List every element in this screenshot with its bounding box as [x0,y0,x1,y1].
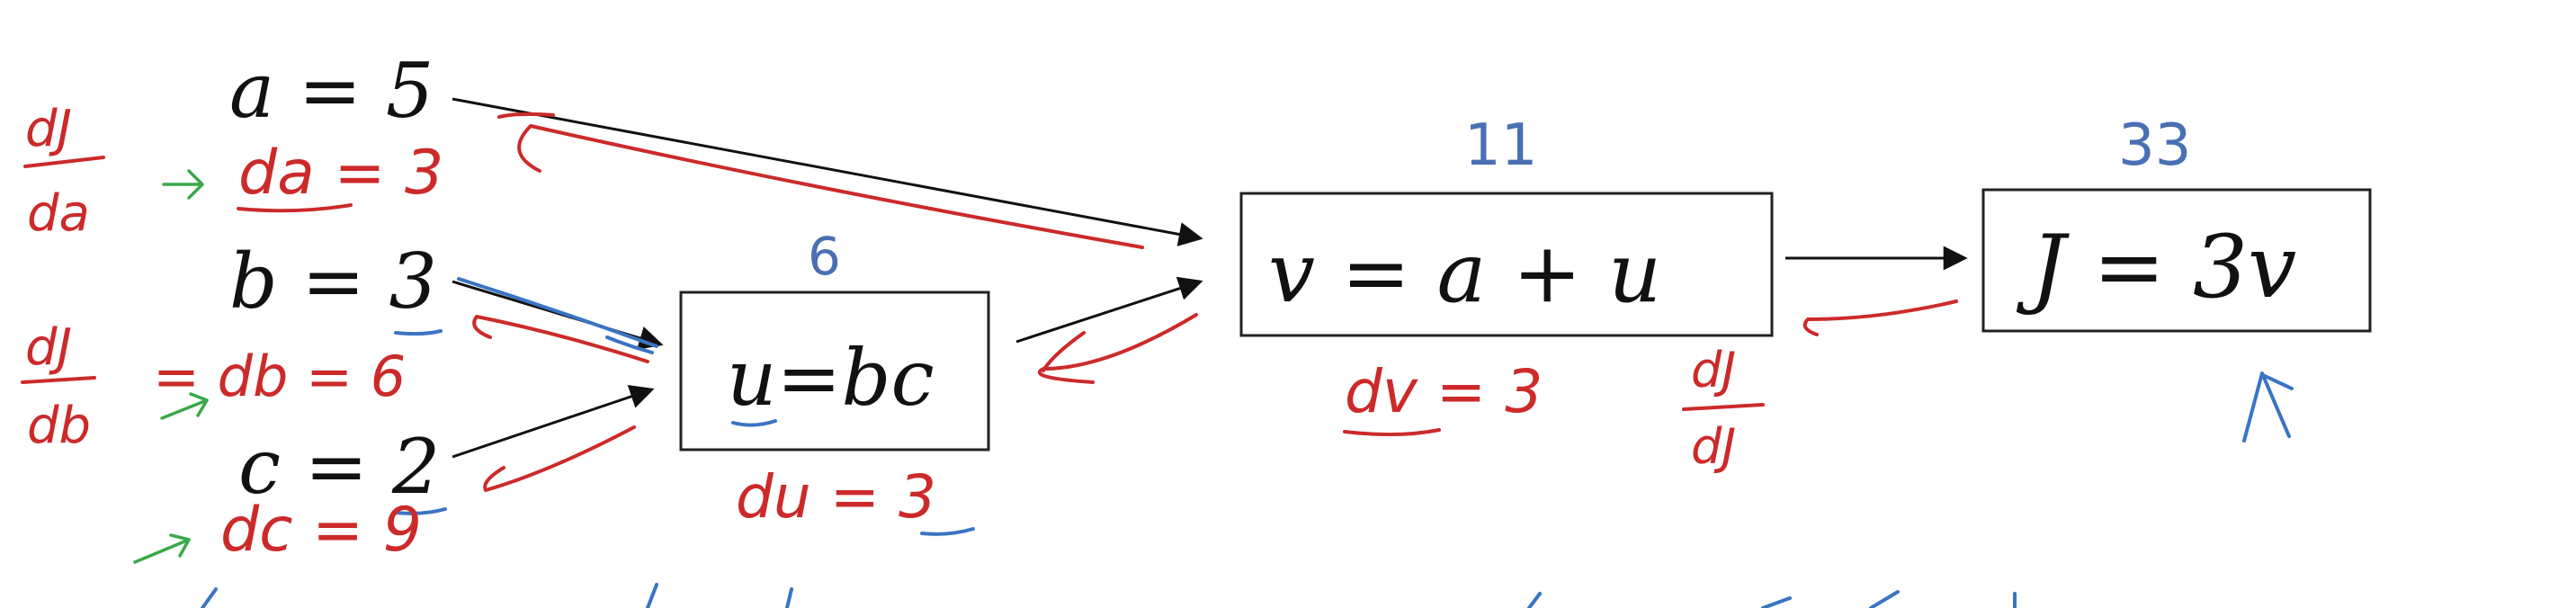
arrow-a-to-v [452,97,1203,246]
node-v-box [1239,192,1774,337]
da-value: da = 3 [238,138,443,209]
dj-da-denominator: da [27,184,90,243]
dv-underline [1343,428,1441,437]
input-b-label: b = 3 [229,237,437,326]
arrow-u-to-v [1015,276,1203,344]
backprop-arrow-v-to-u [1042,331,1086,372]
input-a-label: a = 5 [229,47,434,135]
backprop-arrow-v-to-a [517,124,1144,249]
green-arrow-da [162,169,204,200]
node-v-expression: v = a + u [1268,225,1661,321]
backprop-arrow-u-to-c [483,425,636,492]
underline-c-value [394,507,447,515]
dj-db-fraction-bar [21,376,96,384]
dj-da-fraction-bar [23,156,105,168]
input-c-label: c = 2 [238,423,440,511]
node-u-value: 6 [808,226,841,287]
dj-db-denominator: db [27,397,91,455]
dj-db-numerator: dJ [25,318,72,377]
dv-value: dv = 3 [1345,357,1543,426]
node-j-value: 33 [2118,112,2191,179]
du-value: du = 3 [736,462,936,532]
underline-u [731,419,777,427]
underline-du-value [920,527,975,536]
backprop-arrow-u-mark [1037,313,1198,384]
cursor-arrow-mark [2242,371,2294,443]
dj-da-numerator: dJ [25,100,72,158]
dj-dj-numerator: dJ [1691,342,1736,398]
db-value: = db = 6 [153,344,406,409]
node-j-box [1981,188,2372,333]
node-v-value: 11 [1464,112,1537,179]
arrow-c-to-u [452,384,655,459]
backprop-arrow-u-to-b [472,315,649,363]
green-arrow-db [160,392,209,420]
backprop-arrow-j-to-v [1802,300,1958,336]
dc-value: dc = 9 [220,495,422,566]
green-arrow-dc [133,533,191,564]
underline-b-value [394,329,443,336]
node-u-expression: u=bc [727,334,935,424]
highlight-b-tick [605,335,654,354]
backprop-arrow-a-tick [497,112,555,119]
node-j-expression: J = 3v [2016,217,2296,317]
dj-dj-fraction-bar [1682,403,1765,411]
da-underline [237,203,353,213]
cropped-lower-ink [201,583,2017,608]
dj-dj-denominator: dJ [1691,418,1736,475]
highlight-b-to-u [457,277,658,348]
